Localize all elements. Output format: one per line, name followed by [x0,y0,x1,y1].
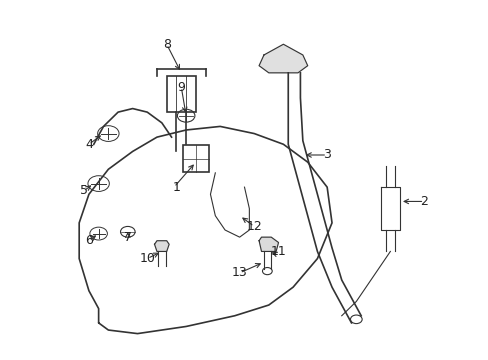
Circle shape [262,267,272,275]
Text: 13: 13 [231,266,247,279]
Polygon shape [259,44,307,73]
Text: 10: 10 [139,252,155,265]
Text: 2: 2 [420,195,427,208]
Text: 12: 12 [246,220,262,233]
Bar [182,145,209,172]
Bar [166,76,196,112]
Circle shape [350,315,362,324]
Circle shape [120,226,135,237]
Text: 7: 7 [123,231,132,244]
Text: 4: 4 [85,138,93,151]
Text: 3: 3 [323,148,330,162]
Text: 1: 1 [172,181,180,194]
Polygon shape [154,241,169,251]
Text: 6: 6 [85,234,93,247]
Circle shape [98,126,119,141]
Text: 8: 8 [163,38,170,51]
Circle shape [88,176,109,192]
Polygon shape [259,237,278,251]
Text: 9: 9 [177,81,185,94]
Circle shape [90,227,107,240]
Text: 5: 5 [80,184,88,197]
Text: 11: 11 [270,245,286,258]
